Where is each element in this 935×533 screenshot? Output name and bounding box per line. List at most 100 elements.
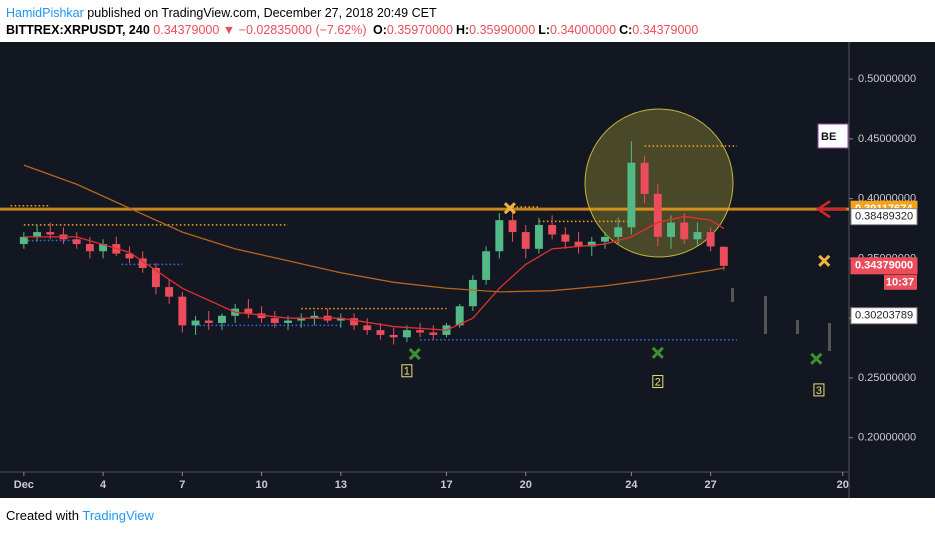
candle-body bbox=[429, 332, 438, 335]
candle-body bbox=[389, 334, 398, 338]
cross-marker bbox=[810, 352, 823, 365]
x-tick-label: 10 bbox=[255, 479, 267, 491]
candle-body bbox=[125, 253, 134, 259]
y-tick-label: 0.20000000 bbox=[858, 432, 916, 444]
candle-body bbox=[46, 232, 55, 235]
candle-body bbox=[165, 287, 174, 297]
candle-body bbox=[455, 306, 464, 326]
note-label: 3 bbox=[816, 385, 822, 397]
highlight-circle bbox=[584, 108, 734, 258]
candle-body bbox=[667, 222, 675, 237]
candle-body bbox=[508, 220, 517, 233]
candle-body bbox=[534, 224, 543, 249]
candle-body bbox=[402, 330, 411, 338]
candle-body bbox=[574, 241, 583, 247]
created: Created with bbox=[6, 508, 79, 523]
candle-body bbox=[601, 236, 609, 242]
candle-body bbox=[138, 258, 147, 268]
x-tick-label: 17 bbox=[440, 479, 452, 491]
candle-body bbox=[33, 232, 42, 237]
ohlc-v: 0.35990000 bbox=[469, 23, 536, 37]
price-tag bbox=[850, 257, 918, 275]
candle-body bbox=[270, 318, 279, 323]
candle-body bbox=[587, 241, 596, 247]
price-tag bbox=[850, 307, 918, 325]
candle-body bbox=[468, 279, 477, 307]
symbol-line: BITTREX:XRPUSDT, 240 0.34379000 ▼ −0.028… bbox=[6, 23, 698, 37]
candle-body bbox=[99, 244, 108, 252]
moving-average bbox=[23, 215, 725, 331]
candle-body bbox=[706, 232, 715, 247]
y-tick-label: 0.50000000 bbox=[858, 73, 916, 85]
cross-marker bbox=[503, 202, 516, 215]
ohlc-v: 0.34379000 bbox=[632, 23, 699, 37]
chart: 0.200000000.250000000.300000000.35000000… bbox=[0, 42, 935, 498]
x-tick-label: 20 bbox=[520, 479, 532, 491]
candle-body bbox=[680, 222, 689, 240]
ohlc-k: L: bbox=[538, 23, 551, 37]
last: 0.34379000 bbox=[153, 23, 220, 37]
y-tick-label: 0.25000000 bbox=[858, 372, 916, 384]
candle-body bbox=[244, 308, 253, 314]
candle-body bbox=[376, 330, 385, 335]
candle-body bbox=[151, 267, 160, 288]
background bbox=[0, 42, 935, 498]
badge: BE bbox=[821, 131, 836, 143]
candle-body bbox=[719, 246, 728, 266]
candle-body bbox=[72, 239, 81, 245]
x-tick-label: Dec bbox=[14, 479, 34, 491]
x-tick-label: 13 bbox=[335, 479, 347, 491]
arrow bbox=[815, 200, 846, 219]
candle-body bbox=[561, 234, 570, 242]
candle-body bbox=[548, 224, 557, 235]
countdown: 10:37 bbox=[886, 277, 914, 289]
note-box bbox=[813, 383, 825, 397]
cross-marker bbox=[408, 347, 421, 361]
candle-body bbox=[482, 251, 491, 280]
x-tick-label: 7 bbox=[179, 479, 185, 491]
candle-body bbox=[310, 315, 319, 319]
candle-body bbox=[363, 325, 372, 331]
note-box bbox=[401, 364, 413, 378]
candle-body bbox=[693, 232, 702, 240]
y-tick-label: 0.45000000 bbox=[858, 133, 916, 145]
x-tick-label: 4 bbox=[100, 479, 107, 491]
badge-box bbox=[817, 123, 849, 149]
ohlc-k: O: bbox=[373, 23, 387, 37]
price-tag bbox=[850, 208, 918, 226]
candle-body bbox=[653, 193, 662, 237]
candle-body bbox=[204, 320, 213, 323]
note-box bbox=[652, 375, 664, 389]
candle-body bbox=[521, 232, 530, 249]
candle-body bbox=[350, 318, 358, 326]
candle-body bbox=[178, 296, 187, 326]
cross-marker bbox=[818, 254, 831, 267]
brand[interactable]: TradingView bbox=[82, 508, 154, 523]
candle-body bbox=[495, 220, 504, 252]
published: published on TradingView.com, December 2… bbox=[87, 6, 437, 20]
author[interactable]: HamidPishkar bbox=[6, 6, 84, 20]
volume-bars bbox=[731, 288, 831, 351]
ohlc-k: C: bbox=[619, 23, 633, 37]
ohlc: O:0.35970000 H:0.35990000 L:0.34000000 C:0.… bbox=[370, 23, 698, 37]
arrow: ▼ bbox=[222, 23, 236, 37]
candle-body bbox=[336, 318, 345, 321]
x-tick-label: 24 bbox=[625, 479, 638, 491]
moving-average bbox=[23, 164, 724, 293]
change: −0.02835000 (−7.62%) bbox=[238, 23, 367, 37]
publish-line: HamidPishkar published on TradingView.co… bbox=[6, 6, 437, 20]
candle-body bbox=[627, 162, 636, 228]
candle-body bbox=[640, 162, 649, 194]
ohlc-k: H: bbox=[455, 23, 470, 37]
x-tick-label: 27 bbox=[705, 479, 717, 491]
cross-marker bbox=[651, 346, 664, 359]
countdown-tag bbox=[884, 274, 917, 290]
candle-body bbox=[19, 236, 28, 245]
footer: Created with TradingView bbox=[6, 508, 154, 523]
price-tag-label: 0.30203789 bbox=[855, 310, 913, 322]
price-tag-label: 0.38489320 bbox=[855, 211, 913, 223]
candle-body bbox=[614, 227, 623, 237]
note-label: 1 bbox=[404, 366, 410, 378]
candle-body bbox=[416, 330, 425, 333]
ohlc-v: 0.35970000 bbox=[386, 23, 453, 37]
